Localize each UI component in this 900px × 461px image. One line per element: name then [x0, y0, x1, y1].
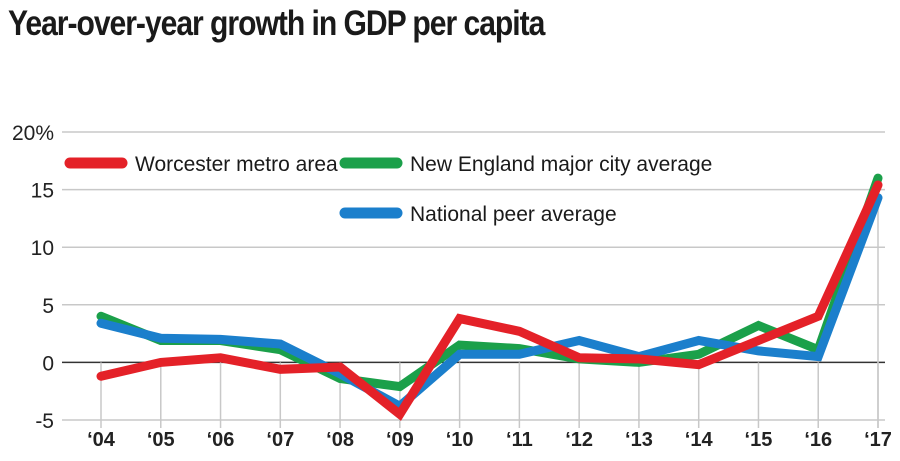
legend-item-national-peer-average: National peer average	[339, 203, 617, 226]
vertical-gridlines	[100, 189, 879, 428]
x-tick-label: ‘16	[804, 429, 832, 451]
x-tick-label: ‘04	[87, 429, 116, 451]
y-axis: -5 0 5 10 15 20%	[12, 122, 54, 433]
legend: Worcester metro area New England major ci…	[64, 153, 712, 226]
y-tick-label: 5	[42, 295, 54, 318]
x-tick-label: ‘15	[745, 429, 773, 451]
series-line-national-peer-average	[96, 193, 883, 412]
y-tick-label: 10	[31, 237, 54, 260]
x-tick-label: ‘10	[446, 429, 474, 451]
series-lines	[96, 173, 883, 421]
x-tick-label: ‘07	[266, 429, 294, 451]
x-tick-label: ‘12	[565, 429, 593, 451]
y-tick-label: -5	[35, 410, 54, 433]
legend-label: National peer average	[410, 203, 617, 226]
chart-title: Year-over-year growth in GDP per capita	[8, 4, 545, 43]
x-tick-label: ‘17	[864, 429, 892, 451]
x-tick-label: ‘11	[506, 429, 533, 451]
series-national-peer-average	[96, 193, 883, 412]
x-tick-label: ‘06	[207, 429, 235, 451]
series-worcester-metro-area	[96, 180, 883, 421]
y-tick-label: 20%	[12, 122, 54, 145]
x-tick-label: ‘09	[386, 429, 414, 451]
y-tick-label: 15	[31, 180, 54, 203]
series-line-worcester-metro-area	[96, 180, 883, 421]
legend-label: New England major city average	[410, 153, 712, 176]
legend-label: Worcester metro area	[135, 153, 338, 176]
x-tick-label: ‘05	[147, 429, 175, 451]
x-axis: ‘04 ‘05 ‘06 ‘07 ‘08 ‘09 ‘10 ‘11 ‘12 ‘13 ‘14 ‘15 ‘16 ‘…	[87, 429, 892, 451]
x-tick-label: ‘14	[685, 429, 714, 451]
y-tick-label: 0	[42, 352, 54, 375]
legend-item-worcester-metro-area: Worcester metro area	[64, 153, 338, 176]
legend-item-new-england-major-city-average: New England major city average	[339, 153, 712, 176]
x-tick-label: ‘08	[326, 429, 354, 451]
x-tick-label: ‘13	[625, 429, 653, 451]
